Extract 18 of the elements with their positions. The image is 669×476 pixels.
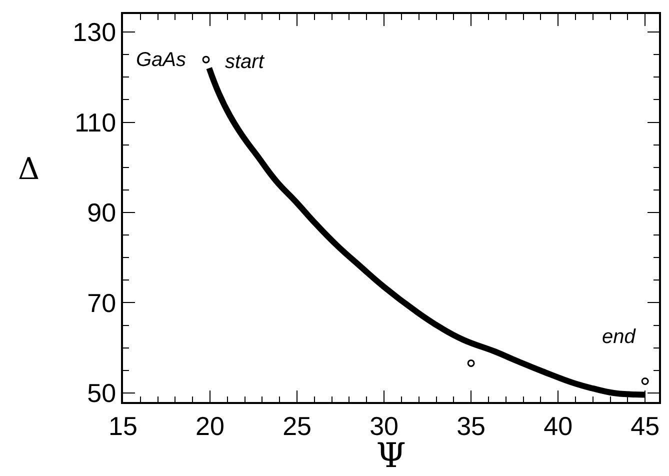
x-tick-label: 20 xyxy=(196,410,224,441)
x-tick-label: 35 xyxy=(456,410,486,441)
annotation: GaAs xyxy=(136,49,186,71)
x-tick-label: 25 xyxy=(282,410,312,441)
y-tick-label: 110 xyxy=(74,107,116,138)
x-tick-label: 40 xyxy=(544,410,573,441)
x-tick-label: 45 xyxy=(630,410,660,441)
x-tick-label: 15 xyxy=(108,410,138,441)
annotation: start xyxy=(225,51,266,73)
y-tick-label: 70 xyxy=(87,288,116,318)
point xyxy=(641,378,649,385)
y-tick-label: 90 xyxy=(87,198,116,228)
point xyxy=(467,359,475,367)
y-tick-label: 50 xyxy=(87,378,116,408)
y-axis-title: Δ xyxy=(18,152,40,187)
point xyxy=(202,56,210,64)
annotation: end xyxy=(602,326,636,348)
y-tick-label: 130 xyxy=(72,17,116,48)
